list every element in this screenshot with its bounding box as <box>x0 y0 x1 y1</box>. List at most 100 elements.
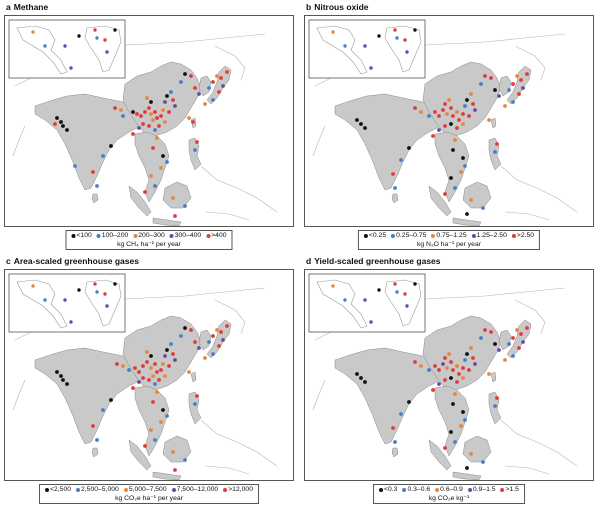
panel-title: b Nitrous oxide <box>306 2 369 12</box>
site-dot <box>519 332 523 336</box>
site-dot <box>511 354 515 358</box>
site-dot <box>157 124 161 128</box>
panel-title: a Methane <box>6 2 48 12</box>
site-dot <box>407 400 411 404</box>
site-dot <box>445 366 449 370</box>
site-dot <box>165 348 169 352</box>
legend-label: 100–200 <box>101 232 129 239</box>
site-dot <box>119 108 123 112</box>
site-dot <box>487 372 491 376</box>
rice-area <box>188 391 202 425</box>
site-dot <box>225 70 229 74</box>
legend-entry: 0.9–1.5 <box>467 486 496 493</box>
site-dot <box>155 136 159 140</box>
site-dot <box>441 108 445 112</box>
site-dot <box>153 110 157 114</box>
site-dot <box>211 334 215 338</box>
site-dot <box>161 408 165 412</box>
site-dot <box>507 88 511 92</box>
site-dot <box>413 106 417 110</box>
legend-entry: 300–400 <box>169 232 202 239</box>
site-dot <box>203 102 207 106</box>
site-dot <box>151 118 155 122</box>
site-dot <box>141 364 145 368</box>
site-dot <box>157 378 161 382</box>
site-dot <box>503 358 507 362</box>
site-dot <box>437 382 441 386</box>
site-dot <box>197 92 201 96</box>
site-dot <box>493 342 497 346</box>
rice-area <box>190 371 197 383</box>
site-dot <box>463 104 467 108</box>
site-dot <box>525 326 529 330</box>
site-dot <box>95 438 99 442</box>
rice-area <box>34 93 146 191</box>
legend-entry: <100 <box>71 232 92 239</box>
site-dot <box>159 166 163 170</box>
inset-coastline <box>316 25 368 75</box>
inset-site-dot <box>105 304 109 308</box>
site-dot <box>127 368 131 372</box>
site-dot <box>91 424 95 428</box>
site-dot <box>427 368 431 372</box>
site-dot <box>149 174 153 178</box>
site-dot <box>447 98 451 102</box>
map-svg <box>308 19 578 226</box>
site-dot <box>469 346 473 350</box>
site-dot <box>433 110 437 114</box>
rice-area <box>206 319 232 359</box>
site-dot <box>193 148 197 152</box>
rice-area <box>134 131 170 203</box>
site-dot <box>473 108 477 112</box>
site-dot <box>225 324 229 328</box>
inset-coastline <box>316 279 368 329</box>
site-dot <box>149 112 153 116</box>
site-dot <box>455 110 459 114</box>
site-dot <box>449 176 453 180</box>
rice-area <box>391 447 399 458</box>
site-dot <box>217 344 221 348</box>
site-dot <box>165 160 169 164</box>
site-dot <box>461 376 465 380</box>
inset-site-dot <box>403 292 407 296</box>
rice-area <box>422 61 502 137</box>
legend-dot <box>471 233 476 238</box>
site-dot <box>121 364 125 368</box>
site-dot <box>393 186 397 190</box>
site-dot <box>443 446 447 450</box>
legend-label: 300–400 <box>174 232 202 239</box>
site-dot <box>503 104 507 108</box>
inset-site-dot <box>393 282 397 286</box>
site-dot <box>203 356 207 360</box>
inset-site-dot <box>113 28 117 32</box>
site-dot <box>497 348 501 352</box>
inset-site-dot <box>405 304 409 308</box>
site-dot <box>517 346 521 350</box>
legend-unit: kg N₂O ha⁻¹ per year <box>416 241 482 248</box>
site-dot <box>493 404 497 408</box>
rice-area <box>188 137 202 171</box>
site-dot <box>179 334 183 338</box>
legend-entry: >12,000 <box>223 486 253 493</box>
site-dot <box>427 114 431 118</box>
site-dot <box>161 108 165 112</box>
inset-map-frame <box>308 273 426 333</box>
inset-site-dot <box>393 28 397 32</box>
site-dot <box>465 466 469 470</box>
legend-entry: 0.25–0.75 <box>391 232 426 239</box>
site-dot <box>443 124 447 128</box>
inset-site-dot <box>63 298 67 302</box>
site-dot <box>461 112 465 116</box>
rice-area <box>134 385 170 457</box>
site-dot <box>211 80 215 84</box>
site-dot <box>451 148 455 152</box>
legend-label: 1.25–2.50 <box>476 232 507 239</box>
inset-site-dot <box>69 320 73 324</box>
inset-site-dot <box>95 36 99 40</box>
legend-label: 7,500–12,000 <box>176 486 219 493</box>
site-dot <box>391 426 395 430</box>
site-dot <box>91 170 95 174</box>
site-dot <box>497 94 501 98</box>
inset-site-dot <box>105 50 109 54</box>
country-border <box>514 299 546 335</box>
